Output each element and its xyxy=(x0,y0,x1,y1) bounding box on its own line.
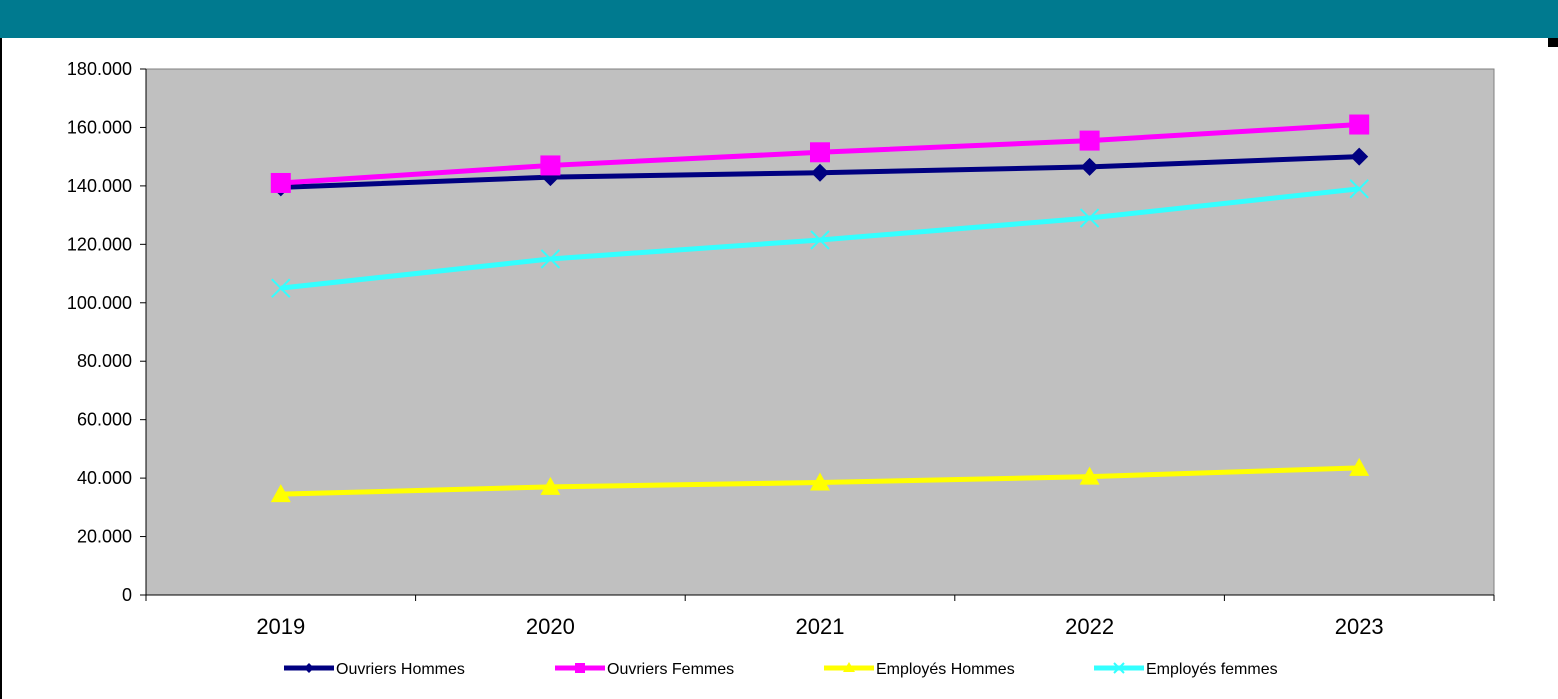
series-marker xyxy=(540,155,561,176)
series-marker xyxy=(811,163,829,182)
series-marker xyxy=(270,484,291,503)
x-tick-label: 2021 xyxy=(796,614,845,639)
legend-label: Ouvriers Hommes xyxy=(336,661,465,678)
series-marker xyxy=(1080,157,1099,176)
series-marker xyxy=(1349,114,1370,135)
y-tick-label: 180.000 xyxy=(67,59,132,79)
y-tick-label: 0 xyxy=(122,585,132,605)
frame-border-right xyxy=(1548,38,1558,47)
series-marker xyxy=(304,663,314,673)
y-tick-label: 60.000 xyxy=(77,410,132,430)
series-marker xyxy=(575,663,585,673)
legend-label: Employés femmes xyxy=(1146,661,1278,678)
y-tick-label: 20.000 xyxy=(77,527,132,547)
series-marker xyxy=(540,249,561,269)
y-tick-label: 40.000 xyxy=(77,468,132,488)
series-marker xyxy=(843,662,855,672)
y-tick-label: 100.000 xyxy=(67,293,132,313)
y-tick-label: 160.000 xyxy=(67,117,132,137)
series-marker xyxy=(270,172,291,193)
series-marker xyxy=(540,476,561,495)
y-tick-label: 140.000 xyxy=(67,176,132,196)
series-marker xyxy=(810,142,830,163)
series-marker xyxy=(1079,208,1100,228)
header-band xyxy=(0,0,1558,38)
series-marker xyxy=(1113,662,1125,674)
series-marker xyxy=(810,230,830,250)
legend-label: Ouvriers Femmes xyxy=(607,661,734,678)
y-tick-label: 80.000 xyxy=(77,351,132,371)
x-tick-label: 2020 xyxy=(526,614,575,639)
x-tick-label: 2019 xyxy=(256,614,305,639)
legend-label: Employés Hommes xyxy=(876,661,1015,678)
series-marker xyxy=(1349,179,1369,199)
x-tick-label: 2023 xyxy=(1335,614,1384,639)
x-tick-label: 2022 xyxy=(1065,614,1114,639)
series-marker xyxy=(1079,466,1100,485)
series-marker xyxy=(1349,457,1370,476)
y-tick-label: 120.000 xyxy=(67,234,132,254)
series-marker xyxy=(1350,147,1369,166)
frame-border-left xyxy=(0,38,2,699)
series-marker xyxy=(271,278,291,298)
series-marker xyxy=(1079,130,1100,151)
series-marker xyxy=(810,472,830,491)
